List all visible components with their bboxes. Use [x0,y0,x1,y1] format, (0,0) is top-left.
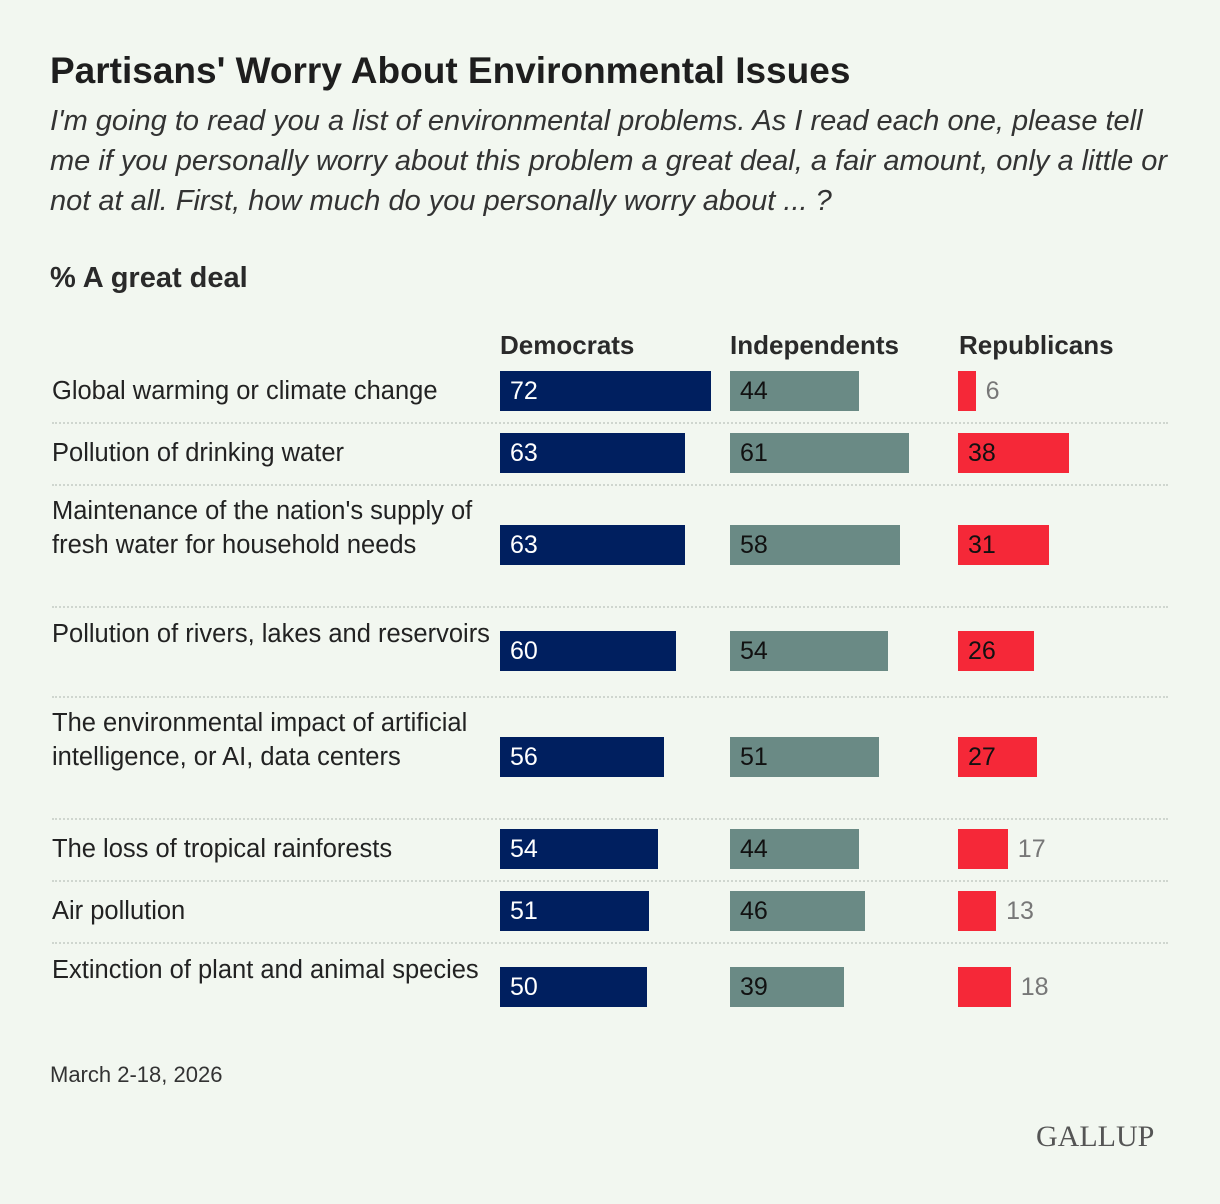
data-label: 38 [968,439,996,467]
data-label: 56 [510,743,538,771]
category-label: Extinction of plant and animal species [52,956,479,984]
chart-subtitle: I'm going to read you a list of environm… [50,105,1168,217]
bar-republicans [958,737,1038,777]
bar-independents [730,891,865,931]
chart-title: Partisans' Worry About Environmental Iss… [50,50,851,91]
category-label: The loss of tropical rainforests [52,835,393,863]
data-label: 51 [740,743,768,771]
date-label: March 2-18, 2026 [50,1062,223,1087]
data-label: 39 [740,973,768,1001]
data-label: 51 [510,897,538,925]
row-divider [52,484,1168,486]
bar-republicans [958,525,1049,565]
bar-democrats [500,737,665,777]
row-divider [52,942,1168,944]
bar-democrats [500,967,647,1007]
bar-independents [730,829,859,869]
data-label: 46 [740,897,768,925]
category-label: Air pollution [52,897,186,925]
row-divider [52,422,1168,424]
data-label: 44 [740,377,768,405]
bar-independents [730,525,900,565]
data-label: 61 [740,439,768,467]
data-label: 63 [510,439,538,467]
bar-republicans [958,829,1008,869]
data-label: 72 [510,377,538,405]
row-divider [52,818,1168,820]
header-democrats: Democrats [500,330,635,360]
bar-democrats [500,631,676,671]
category-label: Maintenance of the nation's supply of fr… [52,497,473,559]
bar-republicans [958,891,997,931]
data-label: 54 [510,835,538,863]
category-label: Pollution of drinking water [52,439,344,467]
data-label: 26 [968,637,996,665]
bar-independents [730,967,845,1007]
bar-independents [730,737,880,777]
data-label: 50 [510,973,538,1001]
bar-independents [730,371,859,411]
bar-democrats [500,829,659,869]
row-divider [52,696,1168,698]
bar-republicans [958,433,1070,473]
bar-independents [730,433,909,473]
header-republicans: Republicans [959,330,1114,360]
bar-democrats [500,433,685,473]
data-label: 60 [510,637,538,665]
row-divider [52,606,1168,608]
category-label: The environmental impact of artificial i… [52,709,468,771]
data-label: 27 [968,743,996,771]
bar-democrats [500,371,711,411]
bar-democrats [500,525,685,565]
header-independents: Independents [730,330,900,360]
data-label: 18 [1020,973,1049,1001]
bar-republicans [958,371,976,411]
row-divider [52,880,1168,882]
data-label: 13 [1006,897,1034,925]
data-label: 54 [740,637,768,665]
category-label: Pollution of rivers, lakes and reservoir… [52,620,490,648]
unit-label: % A great deal [50,262,248,294]
bar-republicans [958,631,1035,671]
gallup-logo: GALLUP [1036,1120,1155,1153]
data-label: 58 [740,531,768,559]
data-label: 6 [985,377,1000,405]
bar-republicans [958,967,1011,1007]
bar-democrats [500,891,650,931]
data-label: 31 [968,531,996,559]
data-label: 44 [740,835,768,863]
bar-independents [730,631,889,671]
category-label: Global warming or climate change [52,377,438,405]
data-label: 63 [510,531,538,559]
data-label: 17 [1017,835,1046,863]
